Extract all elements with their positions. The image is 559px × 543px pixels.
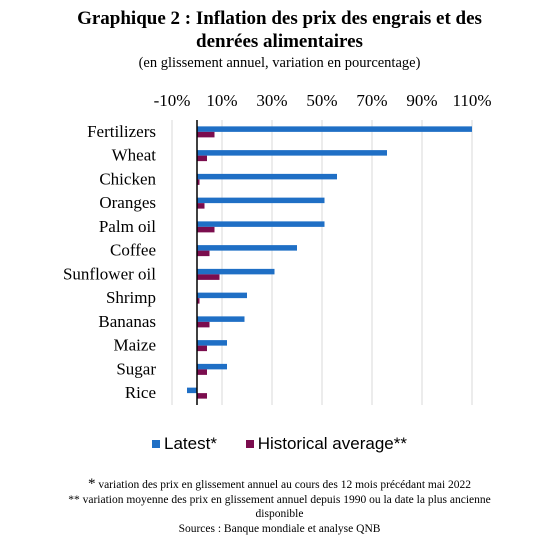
- chart-subtitle: (en glissement annuel, variation en pour…: [138, 55, 421, 71]
- footnote-historical-cont: disponible: [255, 508, 304, 520]
- bar-latest: [197, 292, 247, 299]
- x-tick-label: 30%: [256, 91, 287, 110]
- bar-historical: [197, 369, 207, 375]
- category-label: Oranges: [99, 193, 156, 212]
- x-tick-label: 50%: [306, 91, 337, 110]
- bar-historical: [197, 203, 205, 209]
- legend-swatch-historical: [245, 440, 254, 448]
- category-label: Maize: [114, 336, 156, 355]
- bar-latest: [197, 268, 275, 275]
- footnote-latest: * variation des prix en glissement annue…: [0, 477, 559, 492]
- category-label: Sunflower oil: [63, 264, 156, 283]
- x-tick-label: 10%: [206, 91, 237, 110]
- footnote-star: *: [87, 476, 96, 492]
- category-label: Rice: [125, 383, 156, 402]
- bar-historical: [197, 131, 215, 138]
- x-tick-label: 70%: [356, 91, 387, 110]
- footnote-latest-text: variation des prix en glissement annuel …: [98, 479, 472, 491]
- x-tick-label: 110%: [452, 91, 491, 110]
- bar-latest: [197, 340, 227, 346]
- legend-label-historical: Historical average**: [257, 434, 407, 453]
- bar-historical: [197, 321, 210, 328]
- category-label: Bananas: [98, 312, 156, 331]
- legend-item-historical: Historical average**: [245, 434, 407, 454]
- bar-historical: [197, 226, 215, 233]
- bar-latest: [197, 126, 472, 132]
- category-label: Sugar: [116, 359, 156, 378]
- source-note: Sources : Banque mondiale et analyse QNB: [178, 523, 381, 535]
- bar-latest: [197, 245, 297, 251]
- legend-swatch-latest: [152, 440, 161, 448]
- bar-historical: [197, 250, 210, 257]
- category-label: Coffee: [110, 241, 156, 260]
- bar-latest: [197, 316, 245, 322]
- bar-latest: [197, 363, 227, 370]
- bar-latest: [197, 150, 387, 156]
- chart-title-line-1: Graphique 2 : Inflation des prix des eng…: [77, 8, 482, 29]
- category-label: Shrimp: [106, 288, 156, 307]
- bar-historical: [197, 298, 200, 304]
- bar-latest: [197, 221, 325, 227]
- bar-historical: [197, 345, 207, 352]
- category-label: Fertilizers: [87, 122, 156, 141]
- x-tick-label: 90%: [406, 91, 437, 110]
- legend-label-latest: Latest*: [164, 434, 217, 453]
- category-label: Palm oil: [99, 217, 156, 236]
- bar-latest: [197, 173, 337, 180]
- chart-legend: Latest* Historical average**: [0, 434, 559, 454]
- category-label: Chicken: [99, 169, 156, 188]
- bar-historical: [197, 274, 220, 280]
- bar-historical: [197, 393, 207, 399]
- bar-historical: [197, 179, 200, 185]
- x-tick-label: -10%: [154, 91, 191, 110]
- bar-chart: -10% 10% 30% 50% 70% 90% 110% Fertilizers Wheat C…: [63, 91, 492, 405]
- chart-title-line-2: denrées alimentaires: [196, 31, 363, 52]
- category-label: Wheat: [112, 146, 157, 165]
- bar-latest: [197, 197, 325, 204]
- bar-latest: [187, 387, 197, 394]
- bar-historical: [197, 155, 207, 162]
- footnote-historical: ** variation moyenne des prix en glissem…: [68, 494, 491, 506]
- legend-item-latest: Latest*: [152, 434, 217, 454]
